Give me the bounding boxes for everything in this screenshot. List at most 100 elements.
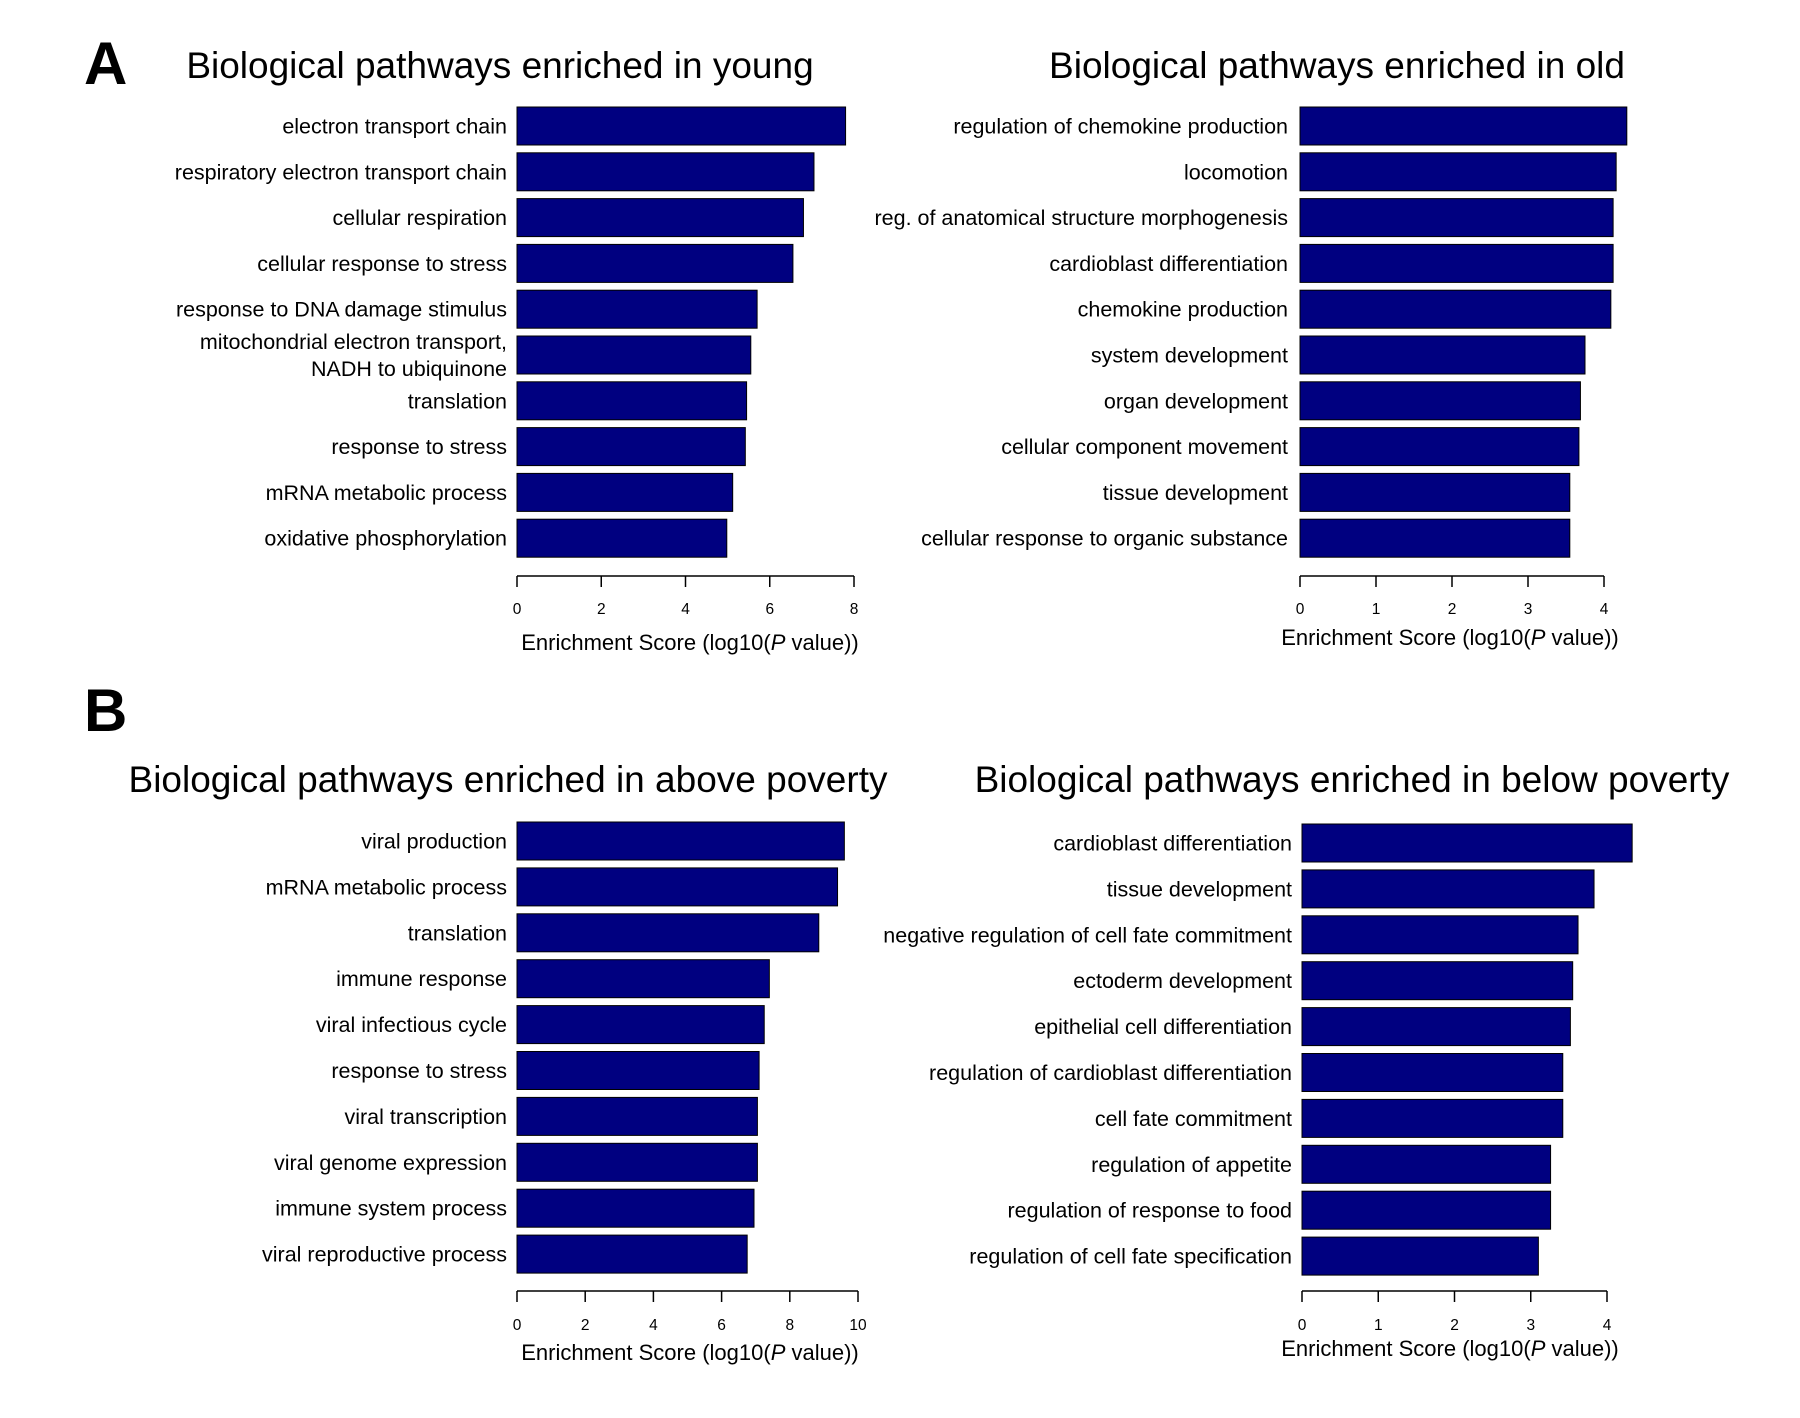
x-tick-label: 0 — [1298, 1317, 1307, 1334]
category-label: cellular response to stress — [257, 252, 507, 276]
category-label: cellular response to organic substance — [921, 527, 1288, 551]
category-label: viral genome expression — [274, 1151, 507, 1175]
x-tick-label: 6 — [717, 1317, 726, 1334]
bar — [516, 198, 804, 238]
chart-title: Biological pathways enriched in old — [1049, 45, 1625, 86]
x-tick-label: 0 — [1296, 601, 1305, 618]
category-label: respiratory electron transport chain — [175, 160, 507, 184]
bar — [516, 1234, 748, 1274]
bar — [516, 472, 734, 512]
bar — [1301, 1053, 1564, 1092]
bar — [1301, 1144, 1552, 1184]
category-label: translation — [408, 921, 507, 945]
x-tick-label: 4 — [649, 1317, 658, 1334]
bar — [1301, 1098, 1564, 1138]
bar — [516, 152, 815, 192]
category-label: cell fate commitment — [1095, 1107, 1292, 1131]
category-label: regulation of response to food — [1008, 1199, 1292, 1223]
category-label: viral transcription — [345, 1105, 508, 1129]
category-label: translation — [408, 389, 507, 413]
category-label: system development — [1091, 344, 1288, 368]
panel-label-b: B — [84, 677, 128, 744]
category-label: viral infectious cycle — [316, 1013, 507, 1037]
category-label: mRNA metabolic process — [266, 481, 507, 505]
x-tick-label: 4 — [1603, 1317, 1612, 1334]
bar — [516, 381, 748, 421]
bar — [1301, 869, 1595, 909]
bar — [516, 959, 770, 999]
bar — [1299, 518, 1571, 558]
category-label: regulation of chemokine production — [953, 115, 1288, 139]
category-label: mRNA metabolic process — [266, 875, 507, 899]
bar — [516, 1005, 765, 1045]
category-label: cellular component movement — [1001, 435, 1288, 459]
category-label: tissue development — [1103, 481, 1288, 505]
category-label: viral reproductive process — [262, 1243, 507, 1267]
bar — [516, 243, 794, 283]
x-tick-label: 0 — [513, 1317, 522, 1334]
bar — [516, 867, 839, 907]
bar — [516, 1096, 758, 1136]
x-tick-label: 3 — [1526, 1317, 1535, 1334]
bar — [516, 289, 758, 329]
x-axis-label: Enrichment Score (log10(P value)) — [1281, 625, 1619, 650]
bar — [1299, 152, 1617, 192]
category-label: cellular respiration — [333, 206, 507, 230]
bar — [1299, 335, 1586, 375]
category-label: chemokine production — [1078, 298, 1288, 322]
bar — [1301, 915, 1579, 955]
bar — [1301, 1007, 1571, 1047]
x-tick-label: 8 — [850, 601, 859, 618]
bar — [1301, 823, 1633, 863]
category-label: ectoderm development — [1073, 969, 1292, 993]
category-label: epithelial cell differentiation — [1034, 1015, 1292, 1039]
bar — [516, 427, 746, 467]
bar — [1299, 381, 1581, 421]
x-tick-label: 2 — [1450, 1317, 1459, 1334]
bar — [516, 1142, 758, 1182]
chart-title: Biological pathways enriched in young — [186, 45, 813, 86]
category-label: regulation of cell fate specification — [969, 1245, 1292, 1269]
x-tick-label: 2 — [1448, 601, 1457, 618]
category-label: viral production — [361, 830, 507, 854]
category-label: mitochondrial electron transport, NADH to… — [200, 330, 507, 381]
category-label: response to DNA damage stimulus — [176, 298, 507, 322]
category-label: electron transport chain — [282, 115, 507, 139]
x-tick-label: 2 — [581, 1317, 590, 1334]
x-tick-label: 3 — [1524, 601, 1533, 618]
category-label: regulation of cardioblast differentiatio… — [929, 1061, 1292, 1085]
category-label: oxidative phosphorylation — [264, 527, 507, 551]
category-label: response to stress — [331, 1059, 507, 1083]
x-tick-label: 1 — [1374, 1317, 1383, 1334]
category-label: cardioblast differentiation — [1049, 252, 1288, 276]
bar — [1301, 1236, 1539, 1276]
x-axis-label: Enrichment Score (log10(P value)) — [1281, 1336, 1619, 1361]
bar — [516, 106, 847, 146]
x-tick-label: 8 — [785, 1317, 794, 1334]
bar — [516, 1051, 760, 1090]
x-tick-label: 0 — [513, 601, 522, 618]
x-axis-label: Enrichment Score (log10(P value)) — [521, 630, 859, 655]
chart-title: Biological pathways enriched in above po… — [129, 759, 888, 800]
bar — [1299, 289, 1612, 329]
bar — [1299, 427, 1580, 467]
category-label: regulation of appetite — [1091, 1153, 1292, 1177]
category-label: tissue development — [1107, 877, 1292, 901]
x-tick-label: 4 — [681, 601, 690, 618]
x-tick-label: 10 — [849, 1317, 867, 1334]
category-label: response to stress — [331, 435, 507, 459]
bar — [516, 821, 845, 861]
bar — [1299, 243, 1614, 283]
category-label: immune system process — [275, 1197, 507, 1221]
bar — [516, 518, 728, 558]
bar — [1299, 472, 1571, 512]
category-label: reg. of anatomical structure morphogenes… — [875, 206, 1289, 230]
panel-label-a: A — [84, 30, 128, 97]
category-label: cardioblast differentiation — [1053, 832, 1292, 856]
bar — [516, 335, 752, 375]
x-tick-label: 2 — [597, 601, 606, 618]
category-label: immune response — [336, 967, 507, 991]
x-tick-label: 4 — [1600, 601, 1609, 618]
bar — [1299, 198, 1614, 238]
category-label: locomotion — [1184, 160, 1288, 184]
